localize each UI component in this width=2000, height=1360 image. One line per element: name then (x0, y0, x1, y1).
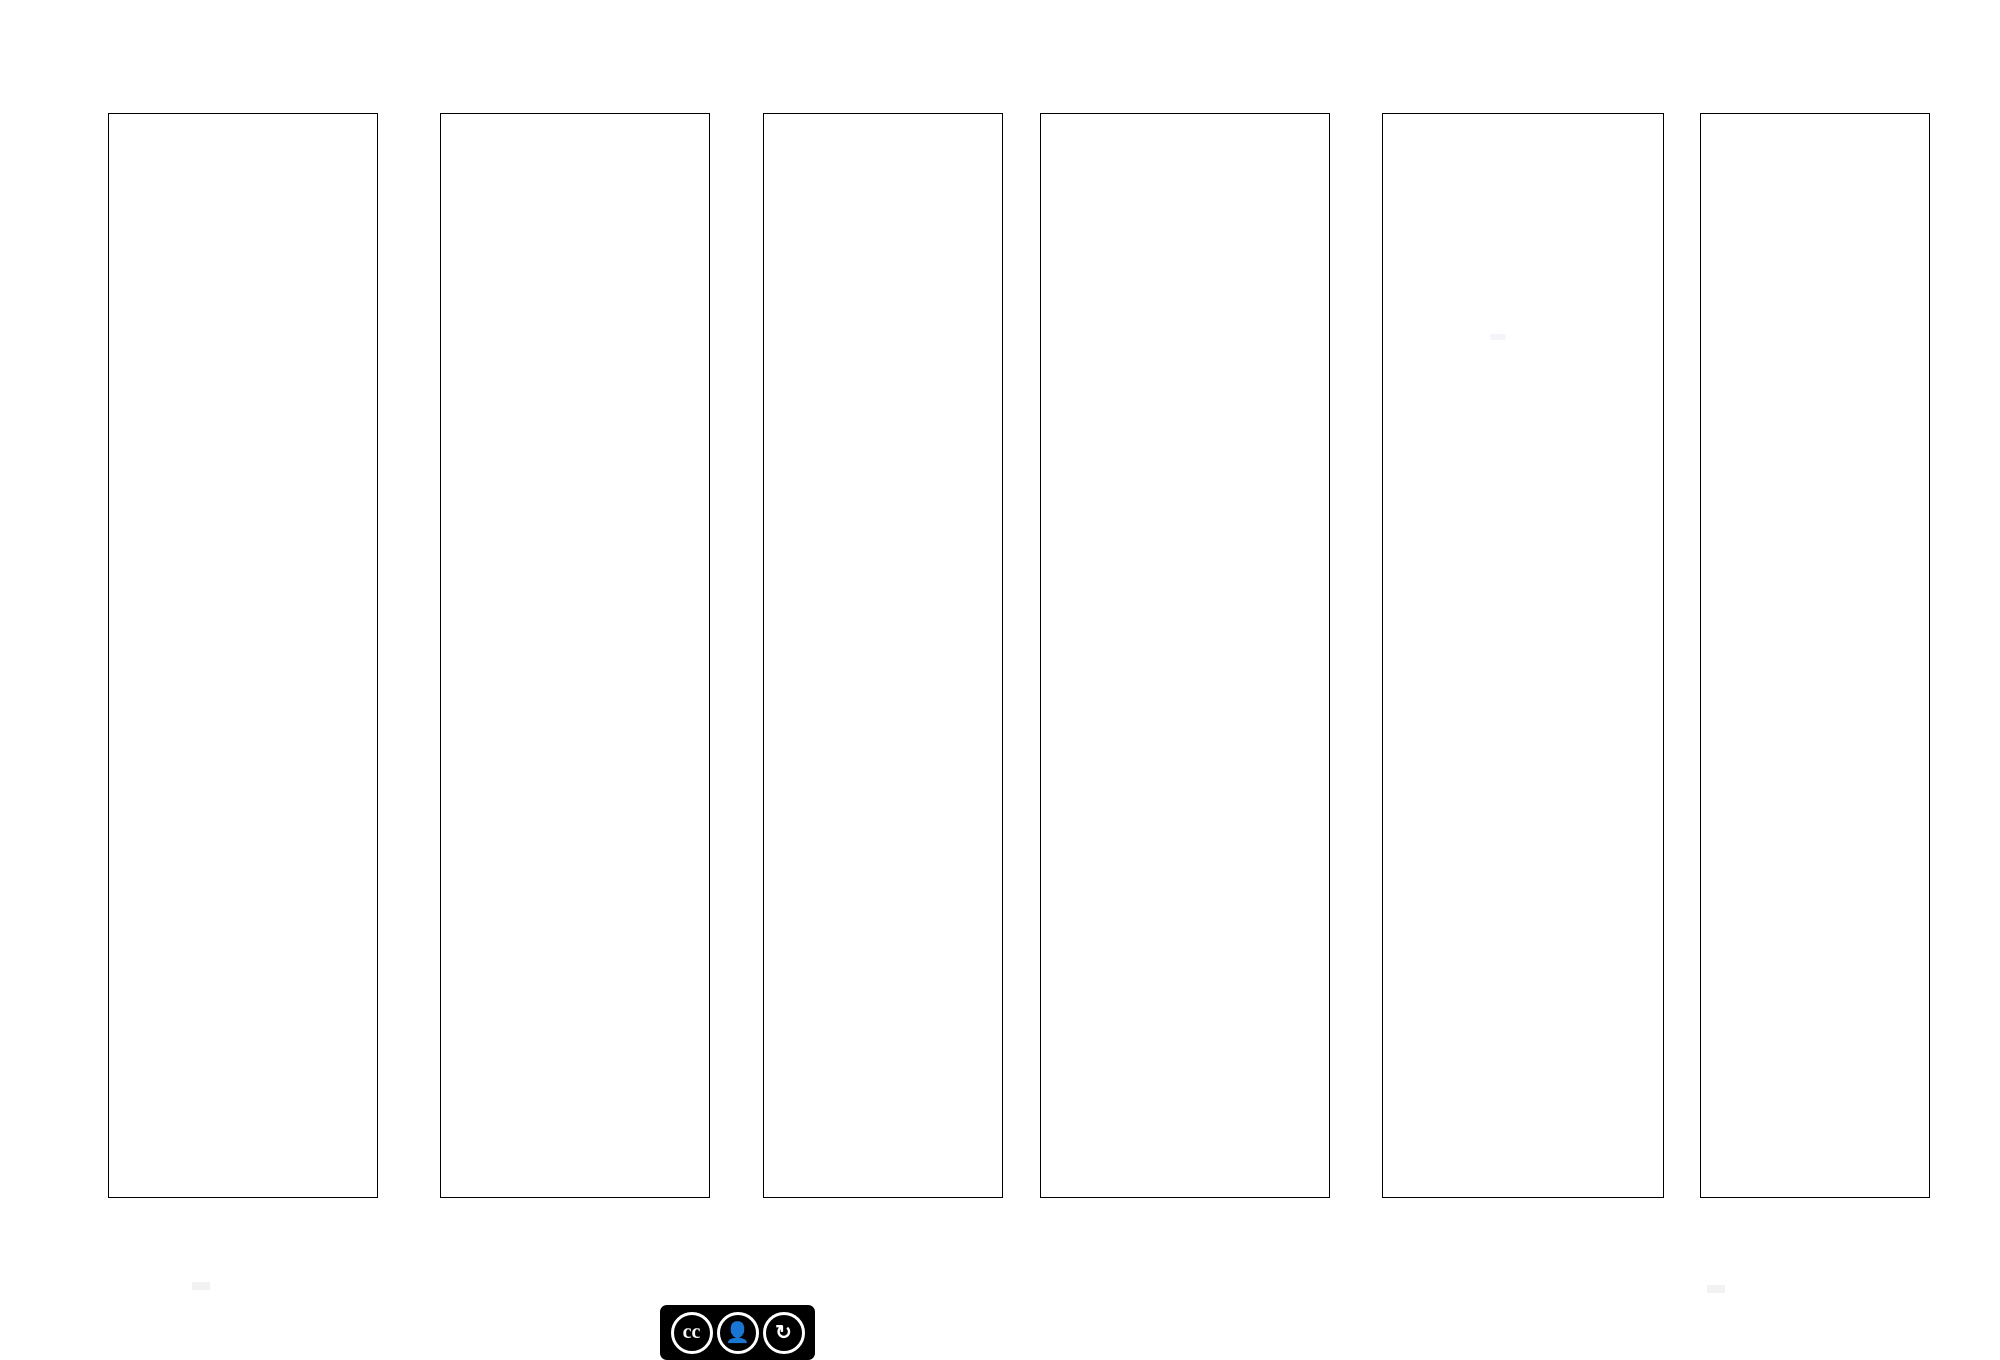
eta-annotation (1490, 334, 1506, 340)
plot-depol-ratio (1382, 113, 1664, 1198)
ref-height-box (192, 1282, 210, 1290)
panel-depol-ratio (1382, 113, 1664, 1198)
axes-frame-angstrom (1040, 113, 1330, 1198)
cc-icon: cc (670, 1311, 713, 1354)
axes-frame-backscatter (108, 113, 378, 1198)
creative-commons-logo: cc 👤 ↻ (660, 1305, 815, 1360)
panel-lidar-ratio (763, 113, 1003, 1198)
axes-frame-depol-ratio (1382, 113, 1664, 1198)
axes-frame-wvmr-rh (1700, 113, 1930, 1198)
cc-sa-icon: ↻ (762, 1311, 805, 1354)
plot-lidar-ratio (763, 113, 1003, 1198)
panel-extinction (440, 113, 710, 1198)
panel-wvmr-rh (1700, 113, 1930, 1198)
axes-frame-lidar-ratio (763, 113, 1003, 1198)
wv-calib-box (1707, 1285, 1725, 1293)
panel-backscatter (108, 113, 378, 1198)
cc-by-icon: 👤 (716, 1311, 759, 1354)
axes-frame-extinction (440, 113, 710, 1198)
panel-angstrom (1040, 113, 1330, 1198)
plot-extinction (440, 113, 710, 1198)
plot-angstrom (1040, 113, 1330, 1198)
plot-backscatter (108, 113, 378, 1198)
plot-wvmr-rh (1700, 113, 1930, 1198)
